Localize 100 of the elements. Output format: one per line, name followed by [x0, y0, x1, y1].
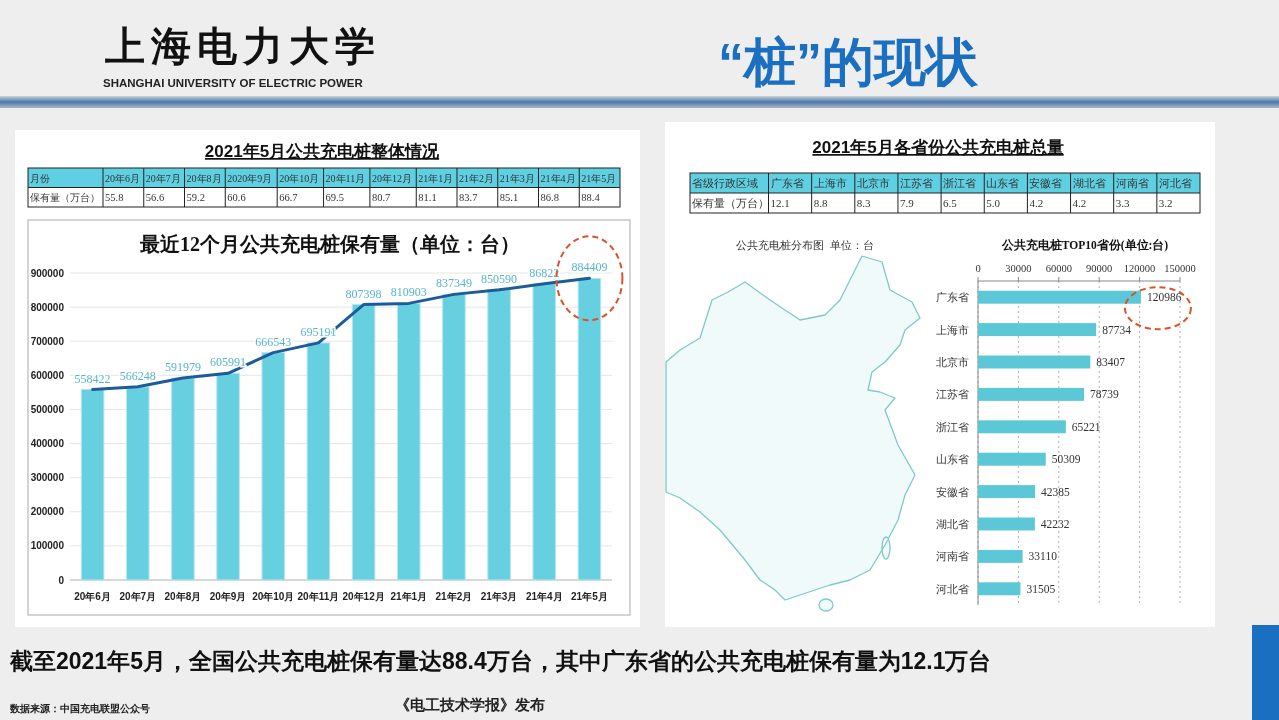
category-label: 安徽省 — [1029, 177, 1063, 189]
text: 保有量（万台） — [692, 197, 769, 209]
data-label: 42385 — [1041, 485, 1071, 498]
category-label: 20年7月 — [145, 172, 181, 184]
x-tick-label: 20年8月 — [164, 591, 202, 602]
bar — [978, 420, 1066, 434]
data-label: 59.2 — [186, 192, 205, 204]
data-label: 55.8 — [105, 192, 124, 204]
data-label: 86.8 — [540, 192, 559, 204]
y-tick-label: 广东省 — [936, 291, 969, 304]
data-label: 566248 — [119, 368, 156, 383]
bar — [978, 517, 1035, 531]
data-label: 66.7 — [279, 192, 298, 204]
category-label: 21年1月 — [418, 172, 454, 184]
y-tick-label: 浙江省 — [936, 420, 969, 433]
data-label: 4.2 — [1072, 197, 1087, 209]
y-tick-label: 安徽省 — [936, 485, 969, 498]
text: 省级行政区域 — [692, 177, 758, 189]
data-label: 591979 — [164, 360, 201, 375]
data-label: 69.5 — [325, 192, 344, 204]
x-tick-label: 20年12月 — [342, 591, 385, 602]
data-label: 83.7 — [459, 192, 478, 204]
category-label: 20年12月 — [371, 172, 412, 184]
x-tick-label: 21年4月 — [525, 591, 563, 602]
text: 保有量（万台） — [30, 192, 100, 204]
bar — [978, 387, 1085, 401]
data-label: 120986 — [1146, 291, 1182, 304]
data-label: 605991 — [210, 355, 247, 370]
x-tick-label: 21年5月 — [571, 591, 608, 602]
data-label: 8.8 — [813, 197, 828, 209]
text: 上海电力大学 — [105, 24, 381, 69]
text: SHANGHAI UNIVERSITY OF ELECTRIC POWER — [103, 77, 364, 89]
data-label: 87734 — [1102, 323, 1132, 336]
data-label: 558422 — [74, 371, 111, 386]
data-label: 50309 — [1051, 453, 1081, 466]
y-tick-label: 500000 — [30, 403, 65, 415]
y-tick-label: 300000 — [30, 472, 65, 484]
y-tick-label: 600000 — [30, 369, 65, 381]
x-tick-label: 21年2月 — [435, 591, 473, 602]
data-label: 33110 — [1028, 550, 1058, 563]
bar — [442, 293, 466, 581]
data-label: 60.6 — [227, 192, 246, 204]
text: “桩”的现状 — [718, 33, 979, 91]
data-label: 6.5 — [943, 197, 958, 209]
x-tick-label: 21年3月 — [480, 591, 518, 602]
category-label: 21年5月 — [581, 172, 617, 184]
category-label: 江苏省 — [899, 177, 933, 189]
x-tick-label: 21年1月 — [390, 591, 428, 602]
category-label: 20年6月 — [105, 172, 140, 184]
chart-title: 最近12个月公共充电桩保有量（单位：台） — [139, 233, 520, 255]
bar — [80, 389, 105, 581]
y-tick-label: 400000 — [30, 438, 65, 450]
y-tick-label: 800000 — [30, 301, 65, 313]
data-label: 4.2 — [1029, 197, 1044, 209]
x-tick-label: 20年9月 — [209, 591, 247, 602]
bar — [978, 355, 1091, 369]
category-label: 21年3月 — [499, 172, 535, 184]
text: 月份 — [30, 172, 50, 184]
data-label: 8.3 — [856, 197, 872, 209]
data-label: 12.1 — [770, 197, 790, 209]
data-label: 42232 — [1040, 518, 1070, 530]
data-label: 31505 — [1026, 582, 1056, 595]
text: 公共充电桩分布图 单位：台 — [736, 239, 874, 251]
x-tick-label: 20年6月 — [74, 591, 111, 602]
text: 《电工技术学报》发布 — [395, 696, 545, 713]
data-label: 810903 — [390, 285, 427, 300]
bar — [487, 289, 511, 581]
data-label: 80.7 — [371, 192, 391, 204]
x-tick-label: 90000 — [1086, 263, 1113, 274]
bar — [978, 323, 1097, 337]
data-label: 850590 — [481, 271, 518, 286]
category-label: 20年10月 — [279, 172, 320, 184]
category-label: 广东省 — [770, 177, 804, 189]
y-tick-label: 0 — [58, 574, 65, 586]
data-label: 65221 — [1071, 420, 1101, 433]
y-tick-label: 湖北省 — [936, 518, 969, 530]
x-tick-label: 20年10月 — [252, 591, 295, 602]
data-label: 88.4 — [581, 192, 601, 204]
chart-title: 公共充电桩TOP10省份(单位:台) — [1000, 238, 1169, 252]
data-label: 3.2 — [1158, 197, 1173, 209]
x-tick-label: 20年11月 — [297, 591, 340, 602]
data-label: 85.1 — [499, 192, 519, 204]
source-note: 数据来源：中国充电联盟公众号 — [9, 703, 150, 714]
category-label: 21年2月 — [459, 172, 494, 184]
y-tick-label: 200000 — [30, 506, 65, 518]
category-label: 20年8月 — [186, 172, 222, 184]
bar — [532, 283, 557, 581]
bar — [978, 290, 1141, 304]
bar — [577, 277, 602, 581]
category-label: 21年4月 — [540, 172, 576, 184]
data-label: 666543 — [255, 334, 292, 349]
bar — [171, 377, 195, 581]
bar — [261, 352, 286, 581]
annotation: 86822 — [529, 265, 560, 280]
y-tick-label: 江苏省 — [936, 388, 969, 401]
data-label: 837349 — [435, 276, 472, 291]
y-tick-label: 700000 — [30, 335, 65, 347]
data-label: 78739 — [1090, 388, 1120, 401]
y-tick-label: 山东省 — [936, 453, 969, 466]
y-tick-label: 100000 — [30, 540, 65, 552]
